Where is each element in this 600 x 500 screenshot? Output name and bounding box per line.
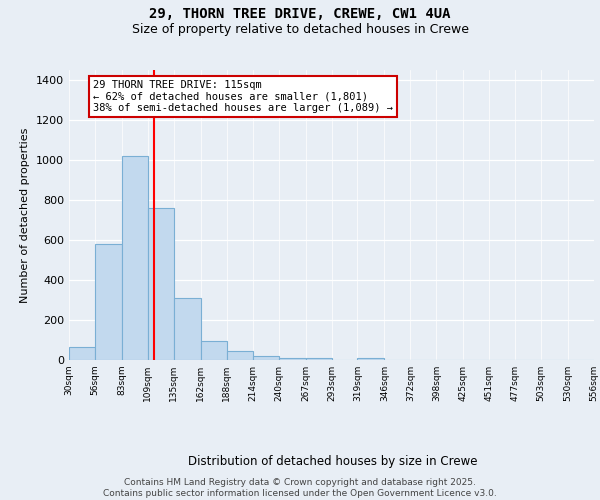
- Bar: [201, 341, 227, 360]
- Bar: [227, 351, 253, 360]
- Text: Distribution of detached houses by size in Crewe: Distribution of detached houses by size …: [188, 454, 478, 468]
- Text: 29, THORN TREE DRIVE, CREWE, CW1 4UA: 29, THORN TREE DRIVE, CREWE, CW1 4UA: [149, 8, 451, 22]
- Bar: [95, 244, 122, 360]
- Text: 29 THORN TREE DRIVE: 115sqm
← 62% of detached houses are smaller (1,801)
38% of : 29 THORN TREE DRIVE: 115sqm ← 62% of det…: [93, 80, 393, 113]
- Bar: [148, 208, 174, 360]
- Bar: [305, 358, 331, 360]
- Y-axis label: Number of detached properties: Number of detached properties: [20, 128, 31, 302]
- Bar: [358, 358, 385, 360]
- Bar: [122, 156, 148, 360]
- Bar: [174, 298, 201, 360]
- Bar: [69, 347, 95, 360]
- Bar: [278, 358, 305, 360]
- Text: Contains HM Land Registry data © Crown copyright and database right 2025.
Contai: Contains HM Land Registry data © Crown c…: [103, 478, 497, 498]
- Bar: [253, 356, 278, 360]
- Text: Size of property relative to detached houses in Crewe: Size of property relative to detached ho…: [131, 22, 469, 36]
